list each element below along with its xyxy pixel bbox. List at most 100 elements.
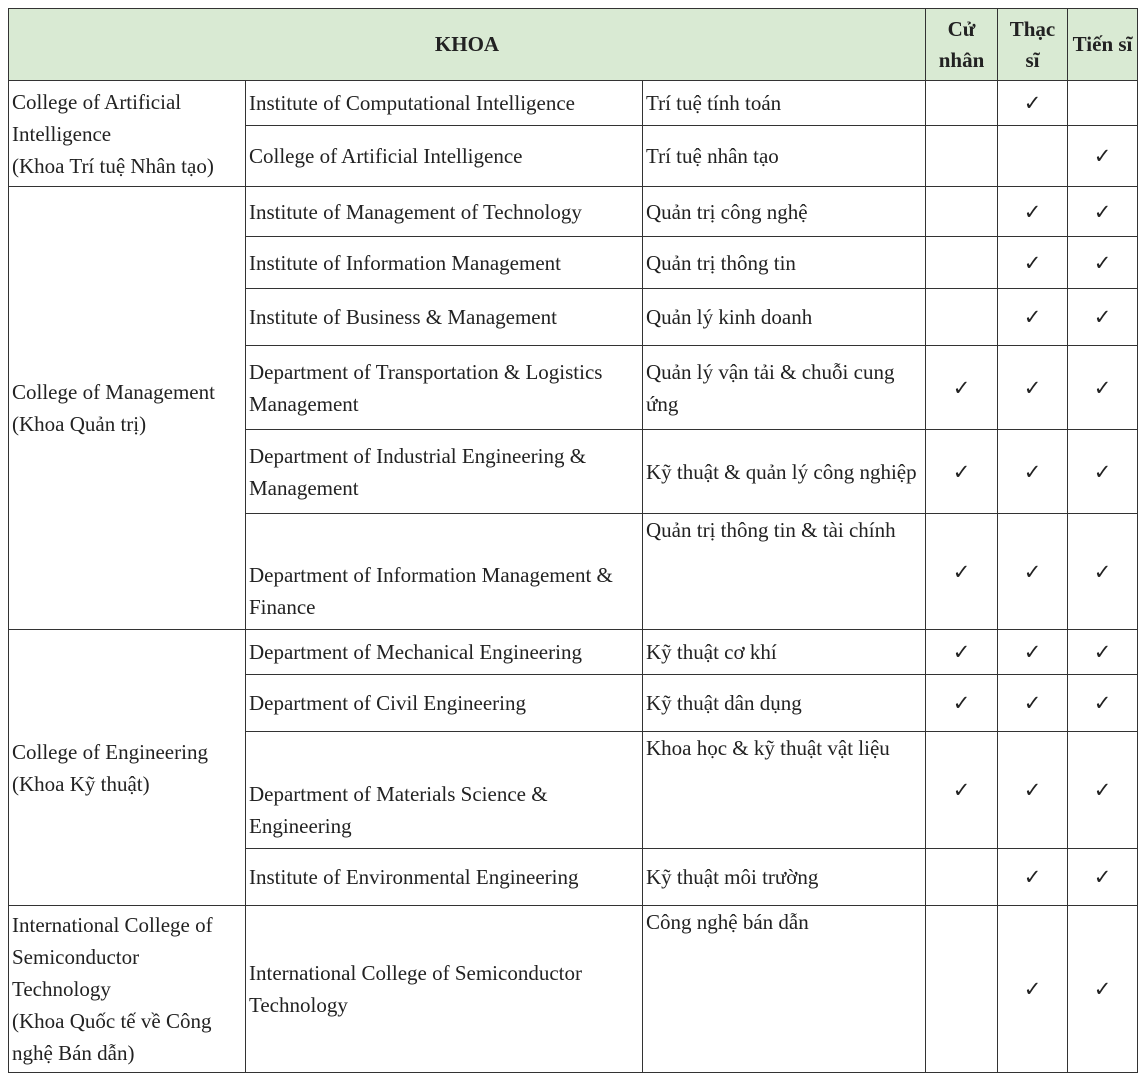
check-cell: ✓: [997, 905, 1069, 1073]
program-name-vi: Quản lý vận tải & chuỗi cung ứng: [641, 345, 927, 430]
check-cell: ✓: [925, 429, 999, 514]
program-row: College of Engineering (Khoa Kỹ thuật) Dep…: [8, 629, 1139, 906]
check-mark: ✓: [1023, 865, 1042, 889]
check-cell: [1067, 80, 1139, 126]
check-mark: ✓: [1093, 250, 1112, 275]
check-mark: ✓: [1023, 691, 1042, 715]
check-mark: ✓: [952, 559, 971, 584]
check-cell: [925, 848, 999, 906]
program-row: Institute of Business & Management Quản l…: [9, 288, 1139, 346]
program-name-vi: Kỹ thuật cơ khí: [641, 629, 927, 675]
program-row: Institute of Environmental Engineering Kỹ…: [9, 848, 1139, 906]
check-mark: ✓: [1023, 199, 1042, 224]
program-name-vi: Trí tuệ tính toán: [641, 80, 927, 126]
program-name: Department of Transportation & Logistics…: [245, 345, 643, 430]
check-mark: ✓: [1093, 199, 1112, 224]
program-row: Department of Transportation & Logistics…: [9, 345, 1139, 430]
check-cell: ✓: [1067, 731, 1139, 849]
program-name: Department of Materials Science & Engine…: [245, 731, 643, 849]
header-row: KHOA Cử nhân Thạc sĩ Tiến sĩ: [7, 8, 1139, 81]
header-doctor: Tiến sĩ: [1067, 8, 1139, 81]
college-name: College of Engineering: [12, 739, 208, 764]
program-name-vi: Quản trị công nghệ: [641, 186, 927, 237]
check-cell: ✓: [997, 513, 1069, 630]
check-mark: ✓: [1023, 559, 1042, 584]
check-mark: ✓: [1093, 640, 1112, 664]
college-name: College of Artificial Intelligence: [12, 89, 182, 146]
check-mark: ✓: [1023, 640, 1042, 664]
header-title: KHOA: [7, 8, 927, 81]
check-mark: ✓: [1023, 305, 1042, 329]
check-cell: ✓: [1067, 429, 1139, 514]
check-mark: ✓: [1023, 977, 1042, 1001]
check-cell: ✓: [1067, 345, 1139, 430]
check-cell: ✓: [997, 629, 1069, 675]
check-mark: ✓: [952, 778, 971, 802]
check-cell: ✓: [1067, 629, 1139, 675]
program-name-vi: Công nghệ bán dẫn: [641, 905, 927, 1073]
check-mark: ✓: [1093, 305, 1112, 329]
program-row: Institute of Information Management Quản …: [9, 236, 1139, 289]
check-cell: ✓: [997, 674, 1069, 732]
program-name-vi: Kỹ thuật môi trường: [641, 848, 927, 906]
check-cell: ✓: [997, 80, 1069, 126]
check-cell: [925, 236, 999, 289]
program-name-vi: Kỹ thuật dân dụng: [641, 674, 927, 732]
check-cell: ✓: [925, 674, 999, 732]
college-name-vi: (Khoa Trí tuệ Nhân tạo): [12, 153, 214, 178]
program-name-vi: Khoa học & kỹ thuật vật liệu: [641, 731, 927, 849]
check-cell: ✓: [1067, 186, 1139, 237]
check-cell: ✓: [1067, 236, 1139, 289]
check-cell: ✓: [997, 345, 1069, 430]
college-name: College of Management: [12, 380, 215, 404]
check-mark: ✓: [1093, 778, 1112, 802]
check-cell: [925, 125, 999, 187]
college-name-vi: (Khoa Quốc tế về Công nghệ Bán dẫn): [12, 1009, 212, 1065]
check-mark: ✓: [952, 375, 971, 400]
program-row: Department of Materials Science & Engine…: [9, 731, 1139, 849]
check-cell: ✓: [997, 236, 1069, 289]
check-cell: ✓: [997, 848, 1069, 906]
program-row: Department of Information Management & F…: [9, 513, 1139, 630]
check-cell: ✓: [1067, 125, 1139, 187]
check-cell: ✓: [997, 731, 1069, 849]
check-mark: ✓: [1023, 778, 1042, 802]
check-cell: ✓: [925, 513, 999, 630]
check-mark: ✓: [1093, 865, 1112, 889]
program-row: College of Artificial Intelligence (Khoa …: [8, 80, 1139, 187]
check-mark: ✓: [952, 640, 971, 664]
check-mark: ✓: [952, 459, 971, 484]
program-name: Department of Mechanical Engineering: [245, 629, 643, 675]
check-mark: ✓: [1023, 91, 1042, 115]
check-mark: ✓: [1093, 144, 1112, 168]
check-mark: ✓: [1093, 977, 1112, 1001]
check-mark: ✓: [1093, 691, 1112, 715]
program-name: Department of Civil Engineering: [245, 674, 643, 732]
program-row: College of Artificial Intelligence Trí tu…: [9, 125, 1139, 187]
check-mark: ✓: [1093, 375, 1112, 400]
check-cell: ✓: [997, 288, 1069, 346]
check-mark: ✓: [1023, 250, 1042, 275]
college-cell: International College of Semiconductor T…: [8, 905, 246, 1073]
program-row: International College of Semiconductor T…: [8, 905, 1139, 1073]
program-row: College of Management (Khoa Quản trị) Inst…: [8, 186, 1139, 630]
college-name-vi: (Khoa Kỹ thuật): [12, 771, 150, 796]
check-cell: ✓: [1067, 288, 1139, 346]
program-name-vi: Trí tuệ nhân tạo: [641, 125, 927, 187]
check-cell: ✓: [1067, 513, 1139, 630]
programs-table: KHOA Cử nhân Thạc sĩ Tiến sĩ College of …: [7, 8, 1139, 1073]
check-mark: ✓: [1093, 559, 1112, 584]
college-cell: College of Artificial Intelligence (Khoa …: [8, 80, 246, 187]
program-name: Department of Information Management & F…: [245, 513, 643, 630]
program-name-vi: Quản trị thông tin: [641, 236, 927, 289]
program-name-vi: Quản lý kinh doanh: [641, 288, 927, 346]
program-name: Institute of Management of Technology: [245, 186, 643, 237]
college-name: International College of Semiconductor T…: [12, 913, 213, 1001]
check-cell: [997, 125, 1069, 187]
program-name-vi: Quản trị thông tin & tài chính: [641, 513, 927, 630]
check-cell: ✓: [997, 429, 1069, 514]
check-cell: ✓: [1067, 848, 1139, 906]
check-mark: ✓: [952, 691, 971, 715]
check-cell: [925, 288, 999, 346]
college-name-vi: (Khoa Quản trị): [12, 412, 147, 436]
